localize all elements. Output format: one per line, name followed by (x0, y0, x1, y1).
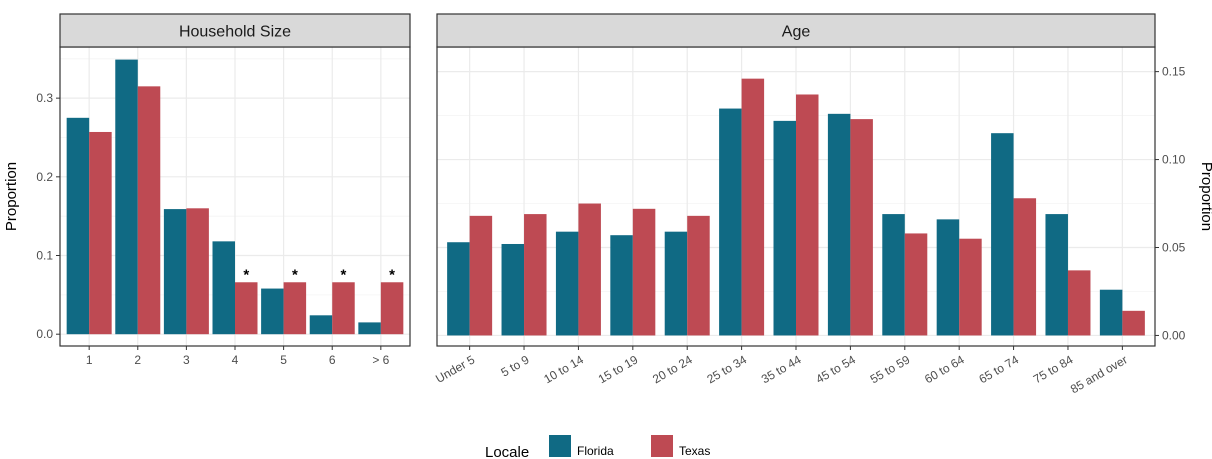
bar-texas-1 (524, 214, 547, 336)
bar-texas-8 (904, 233, 928, 336)
y-tick-label: 0.3 (36, 91, 53, 105)
bar-texas-10 (1013, 198, 1037, 336)
y-tick-label: 0.15 (1162, 65, 1186, 79)
bar-florida-6 (358, 322, 381, 335)
bar-texas-9 (959, 238, 982, 336)
x-tick-label: 35 to 44 (759, 352, 804, 386)
bar-texas-7 (850, 119, 873, 336)
bar-florida-6 (773, 120, 796, 336)
x-tick-label: 85 and over (1068, 352, 1130, 396)
bar-florida-12 (1099, 289, 1123, 336)
bar-texas-4 (283, 282, 307, 335)
x-tick-label: 2 (134, 353, 141, 367)
x-tick-label: 4 (232, 353, 239, 367)
bar-texas-2 (578, 203, 601, 336)
bar-texas-5 (332, 282, 355, 335)
x-tick-label: 1 (86, 353, 93, 367)
x-tick-label: 5 (280, 353, 287, 367)
x-tick-label: 15 to 19 (596, 352, 641, 386)
bar-texas-6 (796, 94, 819, 336)
y-tick-label: 0.10 (1162, 153, 1186, 167)
bar-texas-5 (741, 78, 765, 336)
strip-title: Age (782, 24, 811, 41)
bar-florida-3 (610, 235, 633, 336)
x-tick-label: 20 to 24 (650, 352, 695, 386)
bar-texas-3 (632, 208, 656, 336)
x-tick-label: 60 to 64 (922, 352, 967, 386)
bar-texas-3 (235, 282, 258, 335)
strip-title: Household Size (179, 24, 291, 41)
y-tick-label: 0.05 (1162, 241, 1186, 255)
bar-florida-0 (447, 242, 470, 336)
annotation-star: * (341, 266, 347, 283)
strip (59, 13, 411, 48)
bar-florida-2 (163, 209, 187, 335)
legend: Locale Florida Texas (485, 435, 710, 459)
bar-florida-7 (827, 113, 851, 336)
bar-florida-4 (261, 288, 284, 335)
x-tick-label: 25 to 34 (705, 352, 750, 386)
x-tick-label: 6 (329, 353, 336, 367)
y-tick-label: 0.00 (1162, 328, 1186, 342)
bar-florida-2 (555, 231, 579, 336)
bar-florida-9 (936, 219, 960, 336)
panel-0: * * * * Household Size 0.0 0.1 0.2 0.3 Proportion… (3, 13, 411, 367)
bar-texas-11 (1067, 270, 1091, 336)
strip (436, 13, 1156, 48)
bar-florida-10 (991, 133, 1014, 336)
y-axis-title: Proportion (3, 162, 20, 231)
annotation-star: * (243, 266, 249, 283)
y-tick-label: 0.1 (36, 249, 53, 263)
legend-title: Locale (485, 444, 529, 459)
bar-texas-12 (1122, 310, 1145, 336)
annotation-star: * (292, 266, 298, 283)
legend-swatch-texas (651, 435, 673, 457)
x-tick-label: 5 to 9 (499, 352, 532, 379)
x-tick-label: 10 to 14 (541, 352, 586, 386)
y-tick-label: 0.2 (36, 170, 53, 184)
bar-texas-2 (186, 208, 209, 335)
x-tick-label: > 6 (372, 353, 389, 367)
x-tick-label: 55 to 59 (868, 352, 913, 386)
x-tick-label: 45 to 54 (813, 352, 858, 386)
bar-florida-0 (66, 117, 90, 335)
bar-florida-1 (501, 243, 525, 336)
legend-label-florida: Florida (577, 444, 614, 458)
bar-texas-1 (137, 86, 161, 335)
annotation-star: * (389, 266, 395, 283)
x-tick-label: Under 5 (433, 352, 477, 386)
bar-florida-5 (309, 315, 333, 335)
x-tick-label: 75 to 84 (1031, 352, 1076, 386)
bar-florida-1 (115, 59, 138, 335)
x-tick-label: 3 (183, 353, 190, 367)
y-axis-title: Proportion (1198, 162, 1212, 231)
bar-florida-4 (664, 231, 688, 336)
bar-florida-8 (882, 214, 905, 336)
x-tick-label: 65 to 74 (977, 352, 1022, 386)
bar-florida-5 (719, 108, 742, 336)
legend-swatch-florida (549, 435, 571, 457)
bar-florida-11 (1045, 214, 1068, 336)
bar-texas-0 (469, 215, 493, 336)
bar-texas-0 (89, 131, 112, 335)
bar-florida-3 (212, 241, 235, 335)
bar-texas-4 (687, 215, 710, 336)
y-tick-label: 0.0 (36, 327, 53, 341)
legend-label-texas: Texas (679, 444, 710, 458)
bar-texas-6 (380, 282, 404, 335)
panel-1: Age 0.00 0.05 0.10 0.15 Proportion Under 5 5 to… (433, 13, 1212, 396)
